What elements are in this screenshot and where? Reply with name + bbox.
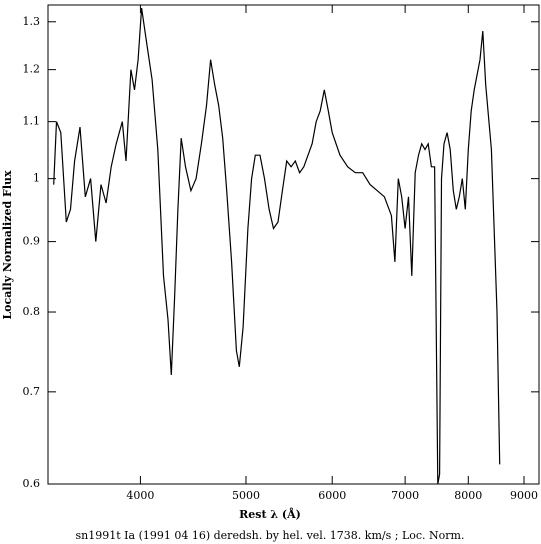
frame — [47, 4, 540, 485]
x-tick-label: 4000 — [126, 489, 154, 502]
y-tick-label: 0.9 — [23, 235, 41, 248]
y-tick-label: 0.6 — [23, 477, 41, 490]
y-tick-label: 1.3 — [23, 15, 41, 28]
caption: sn1991t Ia (1991 04 16) deredsh. by hel.… — [76, 529, 465, 542]
x-tick-label: 7000 — [391, 489, 419, 502]
x-tick-label: 5000 — [232, 489, 260, 502]
x-axis-label: Rest λ (Å) — [239, 507, 301, 521]
y-tick-label: 1.2 — [23, 63, 41, 76]
x-tick-label: 6000 — [318, 489, 346, 502]
y-tick-label: 1.1 — [23, 115, 41, 128]
y-axis-label: Locally Normalized Flux — [1, 170, 14, 320]
spectrum-line — [53, 8, 501, 485]
y-tick-label: 0.7 — [23, 385, 41, 398]
x-tick-label: 8000 — [454, 489, 482, 502]
y-tick-label: 0.8 — [23, 305, 41, 318]
x-tick-label: 9000 — [510, 489, 538, 502]
y-tick-label: 1 — [33, 172, 40, 185]
